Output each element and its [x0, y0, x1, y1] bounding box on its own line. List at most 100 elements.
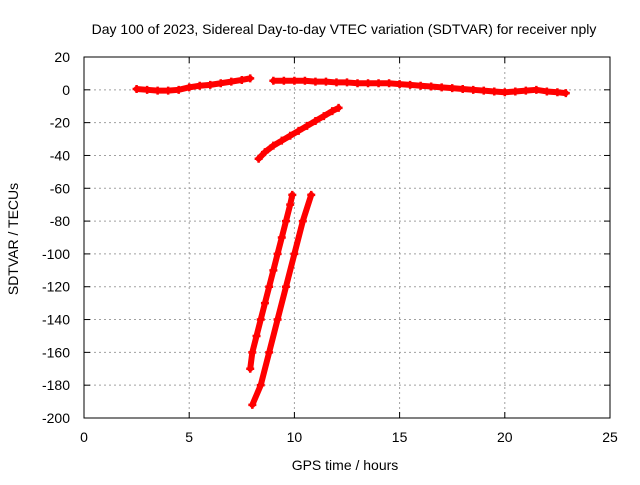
data-point	[269, 266, 278, 275]
tick-layer: 0 5 10 15 20 25 20 0 -20 -40 -60 -80 -100 -120 -140 -16…	[42, 49, 618, 445]
y-tick-label: -20	[50, 115, 70, 131]
data-point	[385, 79, 394, 88]
data-point	[227, 77, 236, 86]
y-tick-label: -80	[50, 213, 70, 229]
y-tick-label: -200	[42, 410, 70, 426]
data-point	[290, 76, 299, 85]
data-point	[374, 79, 383, 88]
data-point	[206, 80, 215, 89]
data-point	[246, 74, 255, 83]
data-point	[303, 121, 312, 130]
data-point	[277, 233, 286, 242]
x-tick-label: 0	[80, 429, 88, 445]
data-point	[260, 299, 269, 308]
data-point	[298, 217, 307, 226]
data-point	[437, 83, 446, 92]
data-point	[511, 87, 520, 96]
data-point	[273, 249, 282, 258]
x-tick-label: 15	[392, 429, 408, 445]
data-point	[265, 348, 274, 357]
data-point	[448, 84, 457, 93]
data-point	[277, 136, 286, 145]
data-point	[281, 282, 290, 291]
data-point	[256, 315, 265, 324]
data-point	[185, 83, 194, 92]
data-point	[490, 87, 499, 96]
data-series	[132, 74, 255, 95]
data-point	[353, 79, 362, 88]
x-tick-label: 20	[497, 429, 513, 445]
data-point	[273, 315, 282, 324]
data-point	[260, 148, 269, 157]
data-point	[469, 85, 478, 94]
data-point	[290, 249, 299, 258]
data-point	[132, 84, 141, 93]
grid-layer	[84, 57, 610, 418]
y-axis-label: SDTVAR / TECUs	[5, 183, 21, 295]
data-point	[427, 82, 436, 91]
data-point	[542, 87, 551, 96]
data-point	[216, 79, 225, 88]
series-track	[249, 191, 315, 408]
data-point	[319, 112, 328, 121]
data-point	[311, 77, 320, 86]
y-tick-label: -100	[42, 246, 70, 262]
data-point	[364, 79, 373, 88]
data-point	[279, 76, 288, 85]
data-point	[561, 89, 570, 98]
y-tick-label: -180	[42, 377, 70, 393]
x-tick-label: 10	[287, 429, 303, 445]
data-point	[281, 217, 290, 226]
data-point	[246, 364, 255, 373]
data-point	[269, 76, 278, 85]
data-point	[479, 86, 488, 95]
data-point	[286, 131, 295, 140]
data-series	[248, 190, 316, 409]
data-point	[553, 88, 562, 97]
y-tick-label: -120	[42, 279, 70, 295]
data-point	[332, 78, 341, 87]
chart-title: Day 100 of 2023, Sidereal Day-to-day VTE…	[92, 21, 597, 37]
data-point	[406, 80, 415, 89]
data-series	[246, 190, 297, 373]
data-point	[311, 116, 320, 125]
data-point	[532, 85, 541, 94]
data-point	[416, 81, 425, 90]
data-point	[252, 331, 261, 340]
y-tick-label: 0	[62, 82, 70, 98]
data-point	[164, 86, 173, 95]
data-point	[288, 190, 297, 199]
data-layer	[132, 74, 570, 409]
data-point	[321, 77, 330, 86]
y-tick-label: -160	[42, 344, 70, 360]
x-tick-label: 5	[185, 429, 193, 445]
data-point	[286, 200, 295, 209]
y-tick-label: -40	[50, 147, 70, 163]
x-tick-label: 25	[602, 429, 618, 445]
data-point	[256, 381, 265, 390]
data-point	[334, 103, 343, 112]
data-point	[458, 84, 467, 93]
data-point	[307, 190, 316, 199]
data-point	[153, 86, 162, 95]
data-point	[143, 85, 152, 94]
data-point	[521, 86, 530, 95]
data-point	[294, 126, 303, 135]
data-point	[343, 78, 351, 87]
data-series	[254, 103, 343, 163]
series-track	[133, 75, 254, 94]
plot-frame	[83, 56, 611, 419]
data-series	[269, 76, 570, 98]
data-point	[254, 154, 263, 163]
data-point	[265, 282, 274, 291]
data-point	[248, 348, 257, 357]
data-point	[269, 141, 278, 150]
y-tick-label: 20	[54, 49, 70, 65]
y-tick-label: -140	[42, 312, 70, 328]
data-point	[328, 107, 337, 116]
data-point	[395, 80, 404, 89]
y-tick-label: -60	[50, 180, 70, 196]
data-point	[174, 85, 183, 94]
data-point	[237, 75, 246, 84]
